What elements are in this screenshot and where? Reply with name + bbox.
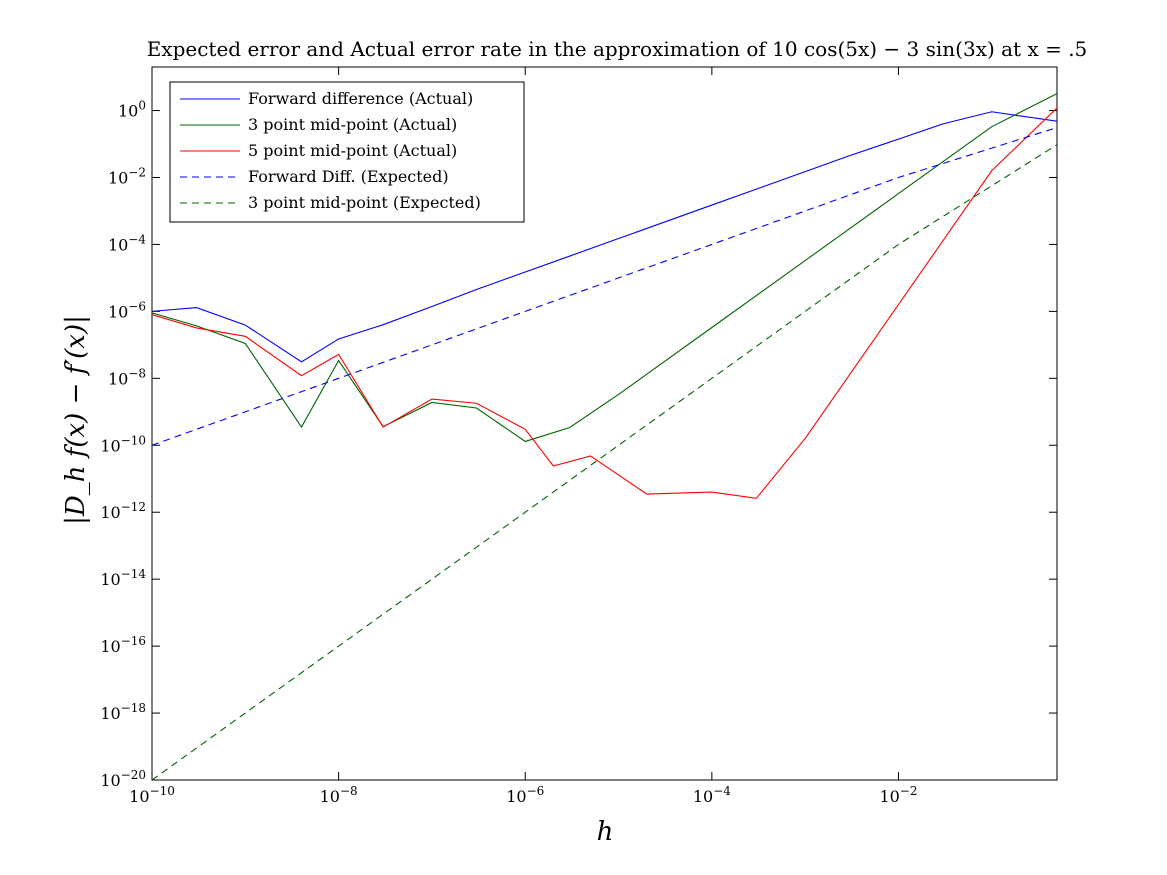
series-line-3 [152, 107, 1057, 499]
y-tick-label: 10−18 [100, 701, 146, 723]
y-tick-label: 10−4 [108, 232, 146, 254]
x-tick-label: 10−8 [320, 784, 358, 806]
legend-entry: Forward difference (Actual) [248, 89, 473, 108]
y-tick-label: 10−16 [100, 634, 146, 656]
legend: Forward difference (Actual) 3 point mid-p… [169, 81, 525, 223]
series-line-5 [152, 144, 1057, 780]
series-line-1 [152, 111, 1057, 363]
legend-entry: 3 point mid-point (Expected) [248, 193, 481, 212]
legend-box [169, 81, 525, 223]
x-tick-label: 10−2 [879, 784, 917, 806]
y-axis-label: |D_h f(x) − f′(x)| [61, 315, 91, 525]
y-tick-label: 10−10 [100, 433, 146, 455]
y-tick-label: 100 [118, 99, 146, 121]
y-tick-label: 10−12 [100, 500, 146, 522]
series-line-2 [152, 93, 1057, 443]
x-axis-label: h [597, 817, 614, 847]
x-tick-label: 10−10 [129, 784, 175, 806]
x-axis-ticks: 10−10 10−8 10−6 10−4 10−2 [129, 67, 918, 806]
series-layer [152, 93, 1057, 780]
y-tick-label: 10−8 [108, 366, 146, 388]
x-tick-label: 10−4 [693, 784, 731, 806]
y-axis-ticks: 10−20 10−18 10−16 10−14 10−12 10−10 10−8 10−6 10… [100, 99, 1057, 790]
y-tick-label: 10−14 [100, 567, 146, 589]
legend-entry: 3 point mid-point (Actual) [248, 115, 457, 134]
y-tick-label: 10−6 [108, 299, 146, 321]
y-tick-label: 10−2 [108, 165, 146, 187]
chart-title: Expected error and Actual error rate in … [147, 37, 1088, 61]
legend-entry: 5 point mid-point (Actual) [248, 141, 457, 160]
x-tick-label: 10−6 [506, 784, 544, 806]
y-tick-label: 10−20 [100, 768, 146, 790]
legend-entry: Forward Diff. (Expected) [248, 167, 449, 186]
series-line-4 [152, 127, 1057, 446]
